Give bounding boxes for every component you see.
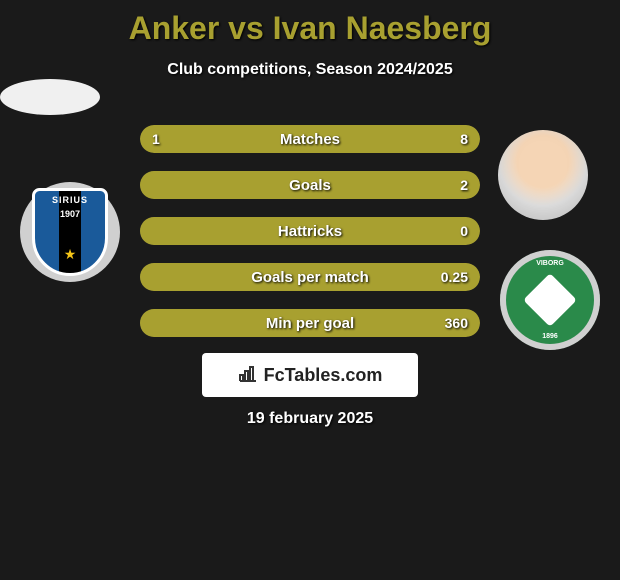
club1-year: 1907: [60, 209, 80, 219]
stat-bar: Min per goal360: [140, 309, 480, 337]
stat-bar: Goals per match0.25: [140, 263, 480, 291]
stat-label: Hattricks: [140, 217, 480, 245]
club1-shield: SIRIUS 1907 ★: [32, 188, 108, 276]
subtitle: Club competitions, Season 2024/2025: [0, 61, 620, 79]
club2-diamond: [523, 273, 577, 327]
stats-container: 1Matches8 Goals2 Hattricks0 Goals per match…: [140, 125, 480, 355]
stat-label: Goals per match: [140, 263, 480, 291]
comparison-date: 19 february 2025: [0, 410, 620, 428]
stat-value-right: 2: [460, 171, 468, 199]
player2-club-badge: VIBORG 1896: [500, 250, 600, 350]
player1-club-badge: SIRIUS 1907 ★: [20, 182, 120, 282]
chart-icon: [238, 363, 258, 388]
club1-name: SIRIUS: [52, 195, 88, 205]
star-icon: ★: [64, 246, 77, 263]
stat-value-right: 0.25: [441, 263, 468, 291]
player2-avatar: [498, 130, 588, 220]
stat-label: Goals: [140, 171, 480, 199]
stat-value-right: 0: [460, 217, 468, 245]
stat-value-right: 8: [460, 125, 468, 153]
page-title: Anker vs Ivan Naesberg: [0, 0, 620, 47]
branding-badge: FcTables.com: [202, 353, 418, 397]
stat-value-right: 360: [445, 309, 468, 337]
stat-label: Matches: [140, 125, 480, 153]
stat-bar: Hattricks0: [140, 217, 480, 245]
stat-bar: Goals2: [140, 171, 480, 199]
stat-bar: 1Matches8: [140, 125, 480, 153]
club2-top-text: VIBORG: [536, 260, 564, 267]
stat-label: Min per goal: [140, 309, 480, 337]
player1-avatar: [0, 79, 100, 115]
club2-year: 1896: [542, 333, 558, 340]
branding-text: FcTables.com: [264, 365, 383, 386]
